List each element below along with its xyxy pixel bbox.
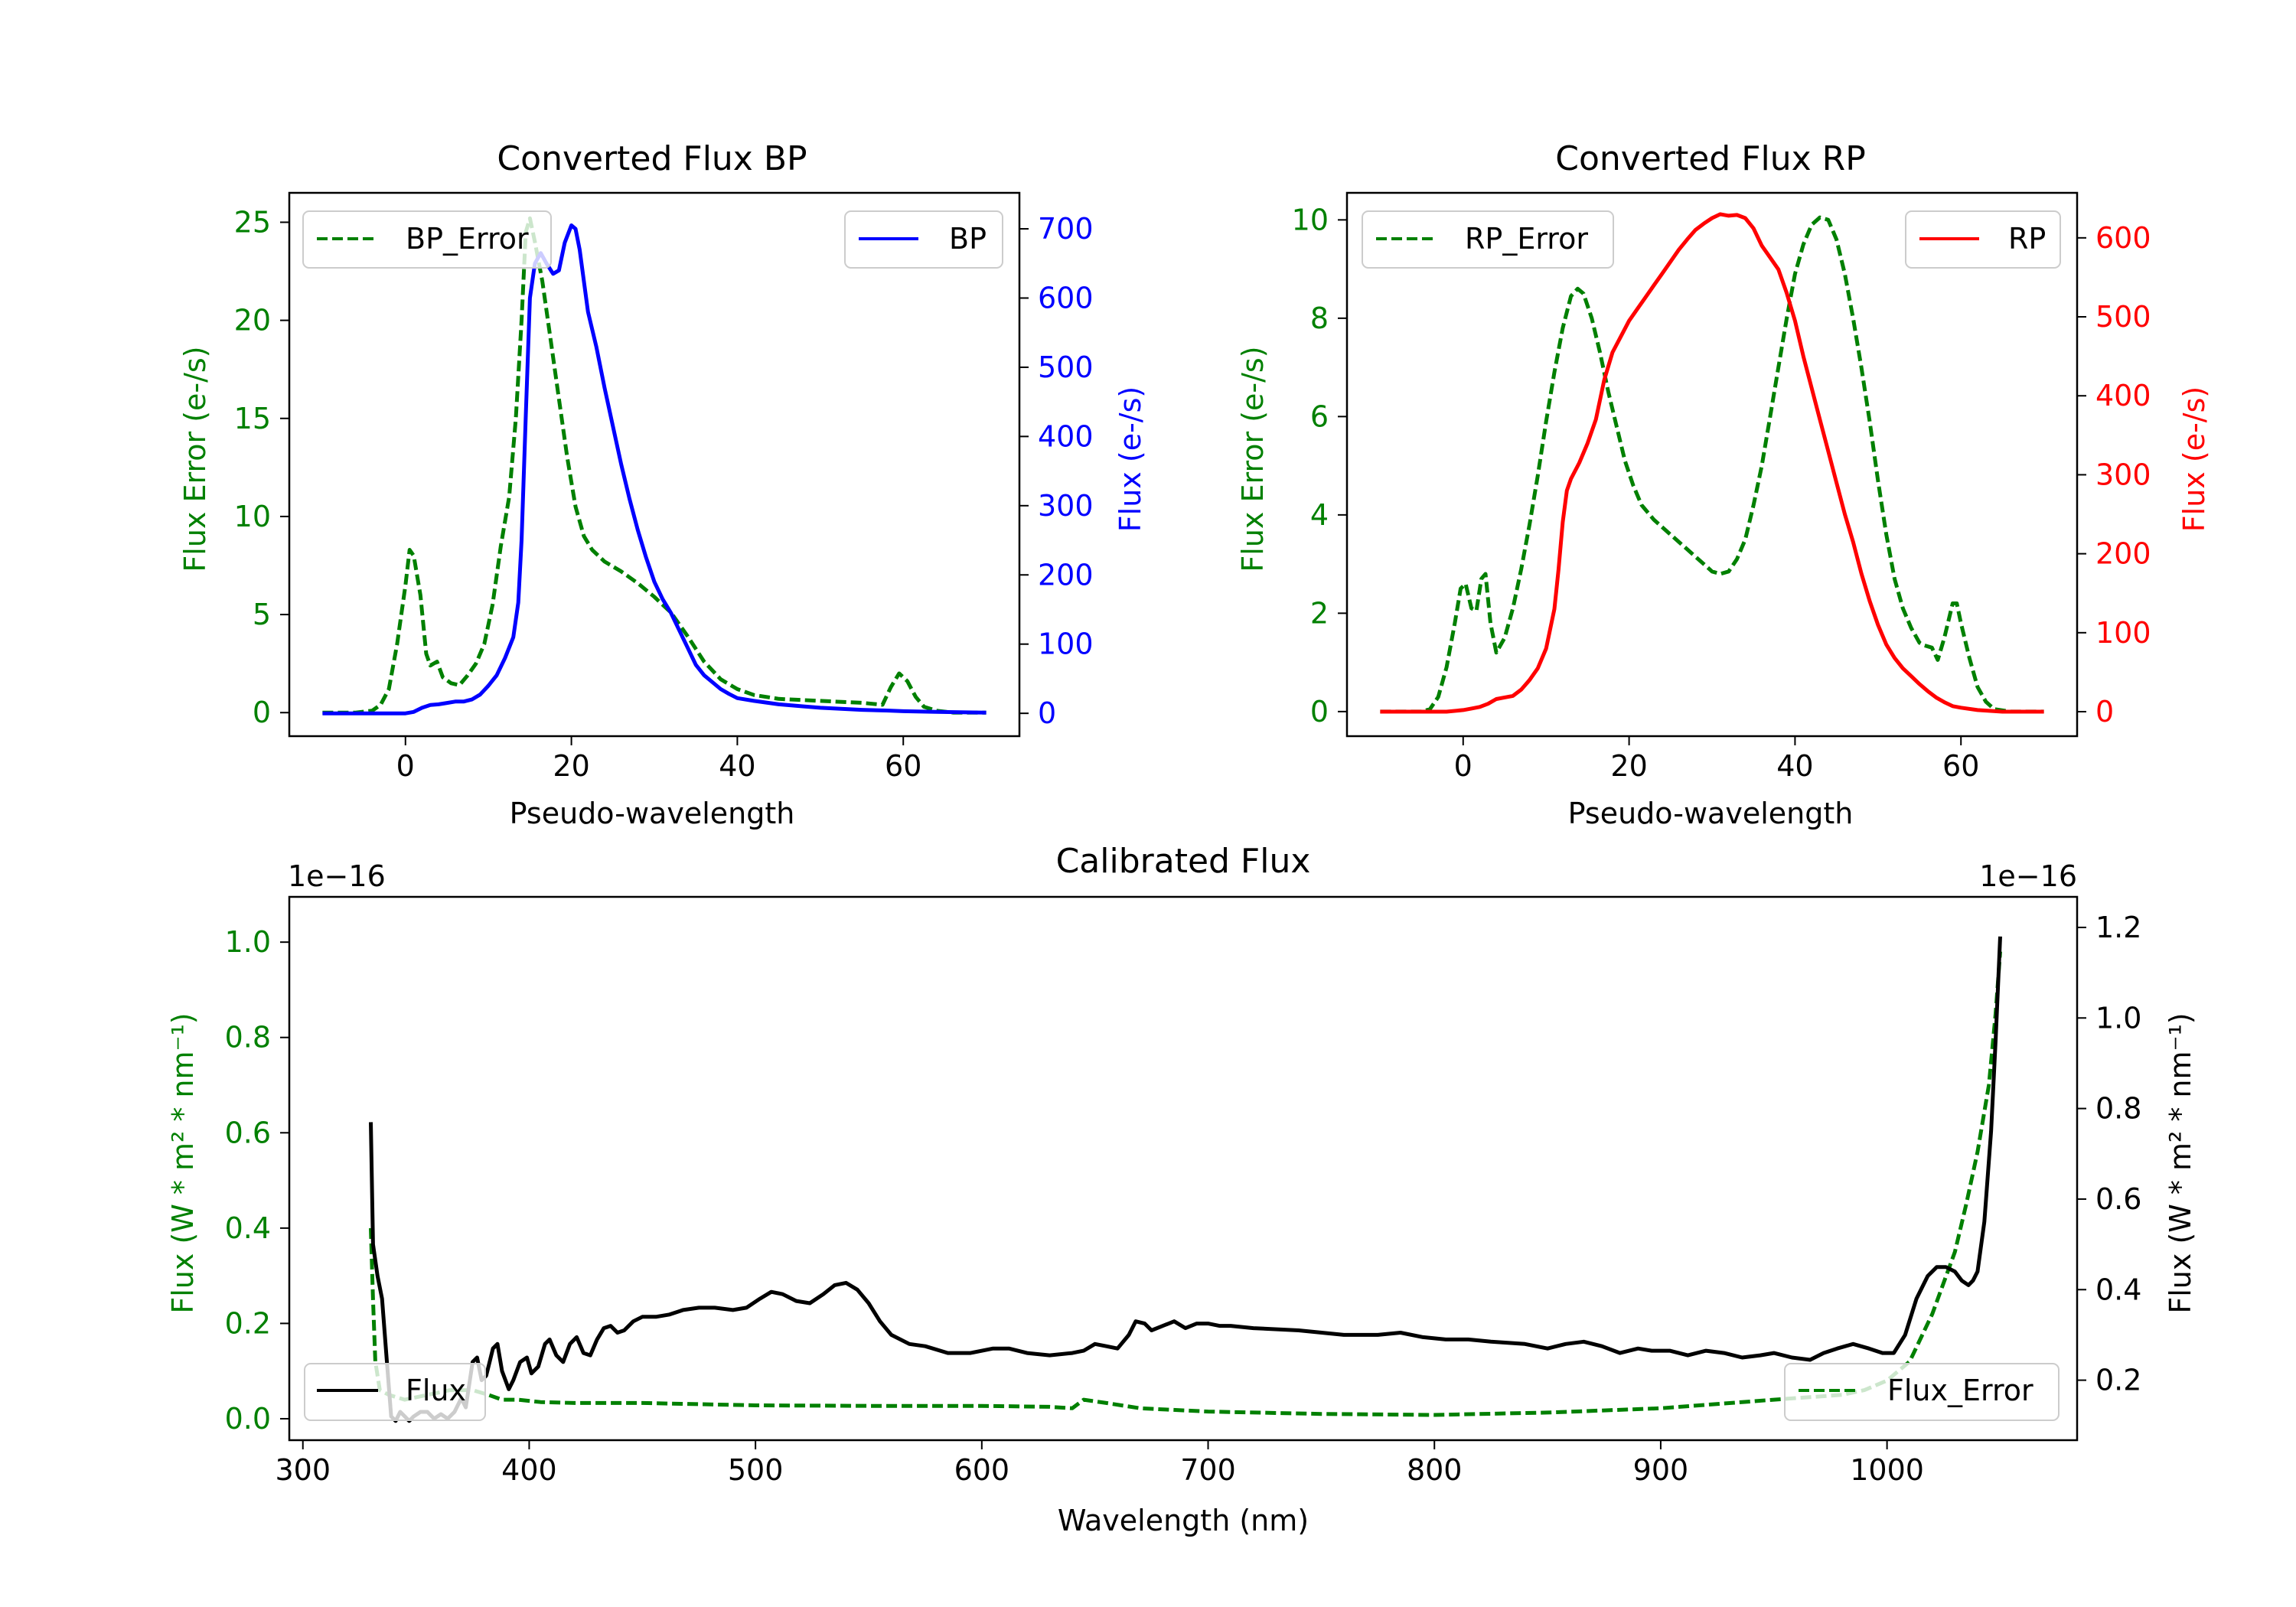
bp-xtick-label: 0 <box>396 749 415 783</box>
rp-series-rp-line <box>1380 212 2044 714</box>
bp-series-bp-error-line <box>322 216 987 715</box>
panel-rp: Converted Flux RP 0 20 40 60024681001002003… <box>1236 139 2211 830</box>
cal-frame <box>288 895 2079 1442</box>
rp-legend-error-label: RP_Error <box>1465 222 1588 256</box>
rp-legend-error: RP_Error <box>1362 210 1614 269</box>
bp-ytick-right-label: 500 <box>1038 350 1094 384</box>
cal-ytick-left-label: 0.6 <box>225 1116 271 1149</box>
panel-calibrated: Calibrated Flux 1e−16 1e−16 300 400 500 600… <box>166 842 2197 1537</box>
rp-legend-rp: RP <box>1905 210 2061 269</box>
rp-ytick-right-label: 200 <box>2095 537 2151 571</box>
rp-xtick-label: 40 <box>1776 749 1813 783</box>
cal-xtick-label: 400 <box>501 1453 557 1487</box>
cal-xtick-label: 600 <box>954 1453 1010 1487</box>
bp-legend-error-label: BP_Error <box>406 222 529 256</box>
cal-ytick-right-label: 0.2 <box>2095 1364 2141 1397</box>
bp-xtick-label: 20 <box>553 749 589 783</box>
cal-xtick-label: 500 <box>728 1453 784 1487</box>
rp-ytick-left-label: 10 <box>1292 203 1329 236</box>
bp-legend-bp: BP <box>844 210 1003 269</box>
cal-offset-left: 1e−16 <box>288 859 386 893</box>
bp-xtick-label: 40 <box>719 749 755 783</box>
rp-xtick-label: 60 <box>1942 749 1979 783</box>
bp-ytick-left-label: 25 <box>234 205 271 239</box>
bp-title: Converted Flux BP <box>497 139 807 178</box>
bp-ylabel-right: Flux (e-/s) <box>1114 386 1147 532</box>
bp-ytick-right-label: 300 <box>1038 489 1094 523</box>
bp-ytick-left-label: 15 <box>234 402 271 435</box>
bp-xlabel: Pseudo-wavelength <box>510 797 795 830</box>
cal-xtick-label: 900 <box>1633 1453 1689 1487</box>
cal-ytick-left-label: 0.8 <box>225 1021 271 1054</box>
rp-frame <box>1345 191 2079 738</box>
panel-bp: Converted Flux BP 0 20 40 60051015202501002… <box>178 139 1147 830</box>
bp-ytick-left-label: 0 <box>253 696 271 729</box>
cal-title: Calibrated Flux <box>1056 842 1311 881</box>
rp-ytick-left-label: 8 <box>1310 302 1329 335</box>
cal-ytick-left-label: 1.0 <box>225 925 271 959</box>
rp-ytick-right-label: 100 <box>2095 616 2151 650</box>
bp-legend-bp-label: BP <box>949 222 987 256</box>
rp-xlabel: Pseudo-wavelength <box>1568 797 1854 830</box>
bp-xtick-label: 60 <box>885 749 921 783</box>
cal-offset-right: 1e−16 <box>1979 859 2077 893</box>
cal-ytick-right-label: 0.6 <box>2095 1182 2141 1216</box>
rp-ytick-right-label: 400 <box>2095 379 2151 412</box>
cal-ytick-right-label: 1.0 <box>2095 1001 2141 1035</box>
rp-ytick-right-label: 0 <box>2095 695 2114 729</box>
bp-ylabel-left: Flux Error (e-/s) <box>178 346 212 572</box>
rp-xtick-label: 0 <box>1454 749 1473 783</box>
cal-legend-error: Flux_Error <box>1784 1363 2060 1421</box>
rp-ytick-left-label: 2 <box>1310 596 1329 630</box>
bp-ytick-right-label: 700 <box>1038 212 1094 246</box>
cal-legend-flux-label: Flux <box>406 1374 466 1407</box>
cal-legend-error-label: Flux_Error <box>1887 1374 2033 1407</box>
bp-ytick-right-label: 600 <box>1038 281 1094 315</box>
bp-ytick-left-label: 10 <box>234 500 271 533</box>
cal-plot-area: 300 400 500 600 700 800 900 1000 0.0 0.2 0.4 0.6 0.8… <box>225 895 2141 1487</box>
rp-ytick-left-label: 0 <box>1310 695 1329 729</box>
bp-frame <box>288 191 1021 738</box>
rp-ylabel-right: Flux (e-/s) <box>2177 386 2211 532</box>
cal-ytick-right-label: 0.4 <box>2095 1273 2141 1306</box>
rp-legend-rp-label: RP <box>2008 222 2046 256</box>
cal-xtick-label: 300 <box>275 1453 331 1487</box>
rp-ytick-right-label: 500 <box>2095 300 2151 334</box>
cal-xtick-label: 800 <box>1407 1453 1463 1487</box>
bp-series-bp-line <box>322 223 987 715</box>
bp-ytick-right-label: 100 <box>1038 627 1094 661</box>
cal-ylabel-left: Flux (W * m² * nm⁻¹) <box>166 1012 200 1313</box>
bp-ytick-left-label: 20 <box>234 304 271 337</box>
rp-title: Converted Flux RP <box>1555 139 1866 178</box>
cal-ytick-right-label: 0.8 <box>2095 1092 2141 1126</box>
rp-ytick-left-label: 4 <box>1310 498 1329 532</box>
rp-ytick-right-label: 300 <box>2095 458 2151 491</box>
cal-xtick-label: 1000 <box>1850 1453 1924 1487</box>
bp-ytick-right-label: 0 <box>1038 696 1056 730</box>
cal-xtick-label: 700 <box>1180 1453 1236 1487</box>
cal-ylabel-right: Flux (W * m² * nm⁻¹) <box>2164 1012 2197 1313</box>
cal-ytick-left-label: 0.2 <box>225 1306 271 1340</box>
rp-series-rp-error-line <box>1380 215 2044 714</box>
rp-ytick-left-label: 6 <box>1310 399 1329 433</box>
bp-ytick-left-label: 5 <box>253 598 271 631</box>
bp-legend-error: BP_Error <box>302 210 552 269</box>
cal-legend-flux: Flux <box>304 1363 486 1421</box>
bp-ytick-right-label: 400 <box>1038 419 1094 453</box>
cal-ytick-left-label: 0.4 <box>225 1211 271 1245</box>
rp-ytick-right-label: 600 <box>2095 221 2151 255</box>
cal-ytick-left-label: 0.0 <box>225 1402 271 1436</box>
cal-xlabel: Wavelength (nm) <box>1058 1504 1309 1537</box>
cal-ytick-right-label: 1.2 <box>2095 911 2141 944</box>
rp-ylabel-left: Flux Error (e-/s) <box>1236 346 1270 572</box>
bp-ytick-right-label: 200 <box>1038 558 1094 592</box>
cal-series-flux-line <box>369 936 2002 1423</box>
rp-xtick-label: 20 <box>1610 749 1647 783</box>
